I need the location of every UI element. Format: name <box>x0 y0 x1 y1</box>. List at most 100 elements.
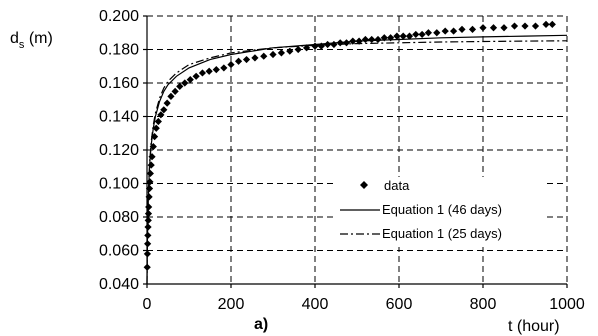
data-point <box>144 240 152 248</box>
y-tick-label: 0.140 <box>99 109 139 126</box>
data-point <box>152 124 160 132</box>
data-point <box>542 20 550 28</box>
panel-label: a) <box>254 316 268 333</box>
data-point <box>303 44 311 52</box>
x-tick-label: 400 <box>302 296 329 313</box>
data-point <box>286 47 294 55</box>
y-axis-title-unit: (m) <box>24 30 52 47</box>
data-point <box>531 22 540 30</box>
y-tick-label: 0.100 <box>99 176 139 193</box>
data-point <box>144 223 152 231</box>
data-point <box>227 60 235 69</box>
data-point <box>146 169 154 178</box>
data-point <box>479 24 487 32</box>
data-point <box>342 39 351 47</box>
y-tick-label: 0.200 <box>99 8 139 25</box>
data-point <box>186 76 194 84</box>
data-point <box>393 32 401 40</box>
y-tick-label: 0.120 <box>99 142 139 159</box>
data-point <box>311 42 319 50</box>
data-point <box>145 193 153 201</box>
legend-background <box>336 177 546 247</box>
y-tick-label: 0.080 <box>99 209 139 226</box>
y-axis-title-subscript: s <box>19 39 25 51</box>
data-point <box>181 79 189 87</box>
x-tick-label: 0 <box>143 296 152 313</box>
legend-label-46-days: Equation 1 (46 days) <box>382 202 502 217</box>
x-tick-label: 600 <box>386 296 413 313</box>
y-tick-label: 0.180 <box>99 42 139 59</box>
data-point <box>145 203 153 211</box>
x-tick-label: 1000 <box>549 296 585 313</box>
data-point <box>157 111 165 119</box>
series-line-2 <box>146 40 568 285</box>
data-point <box>277 49 285 57</box>
data-point <box>150 133 159 141</box>
data-point <box>380 34 388 42</box>
data-point <box>424 29 432 37</box>
data-point <box>220 64 228 72</box>
data-point <box>387 34 395 42</box>
data-point <box>143 263 151 271</box>
data-point <box>349 37 357 45</box>
data-point <box>143 250 152 258</box>
data-point <box>399 32 407 40</box>
data-point <box>458 25 466 33</box>
y-tick-label: 0.060 <box>99 243 139 260</box>
data-point <box>242 55 251 64</box>
data-point <box>361 35 369 44</box>
legend-label-data: data <box>384 178 410 193</box>
data-point <box>317 42 325 50</box>
data-point <box>548 20 556 28</box>
data-point <box>489 24 498 32</box>
y-axis-title: ds (m) <box>10 30 53 51</box>
plot-area <box>143 20 568 285</box>
data-point <box>234 57 243 65</box>
data-point <box>260 52 268 60</box>
data-point <box>418 30 426 39</box>
data-point <box>441 27 449 35</box>
data-point <box>171 87 179 95</box>
legend: data Equation 1 (46 days) Equation 1 (25… <box>336 177 546 247</box>
y-axis-title-main: d <box>10 30 19 47</box>
data-point <box>147 161 155 169</box>
data-point <box>163 99 171 107</box>
data-point <box>144 210 153 218</box>
data-point <box>433 29 441 37</box>
data-point <box>154 117 162 126</box>
data-point <box>330 40 338 49</box>
data-point <box>146 178 154 186</box>
data-point <box>521 22 529 30</box>
data-point <box>251 54 259 62</box>
data-point <box>149 143 157 151</box>
y-tick-label: 0.160 <box>99 75 139 92</box>
x-tick-label: 800 <box>470 296 497 313</box>
data-point <box>198 69 207 77</box>
data-point <box>145 184 154 193</box>
data-point <box>144 216 152 224</box>
data-point <box>405 32 414 40</box>
data-point <box>144 231 152 240</box>
data-point <box>269 50 277 59</box>
axes <box>143 15 568 288</box>
data-point <box>412 30 420 39</box>
data-point <box>336 39 344 47</box>
data-point <box>148 153 156 161</box>
data-point <box>205 67 213 75</box>
legend-label-25-days: Equation 1 (25 days) <box>382 226 502 241</box>
legend-marker-data <box>360 181 368 189</box>
data-point <box>294 45 302 54</box>
data-point <box>167 92 175 100</box>
data-point <box>450 27 458 35</box>
x-tick-labels: 0 200 400 600 800 1000 <box>143 296 585 313</box>
data-point <box>368 35 376 44</box>
data-point <box>176 82 184 90</box>
data-point <box>212 66 220 74</box>
data-point <box>355 37 363 45</box>
data-point <box>500 24 508 32</box>
data-point <box>192 72 200 80</box>
x-axis-title: t (hour) <box>508 318 560 335</box>
x-tick-label: 200 <box>218 296 245 313</box>
y-tick-labels: 0.040 0.060 0.080 0.100 0.120 0.140 0.160 0.180… <box>99 8 139 293</box>
